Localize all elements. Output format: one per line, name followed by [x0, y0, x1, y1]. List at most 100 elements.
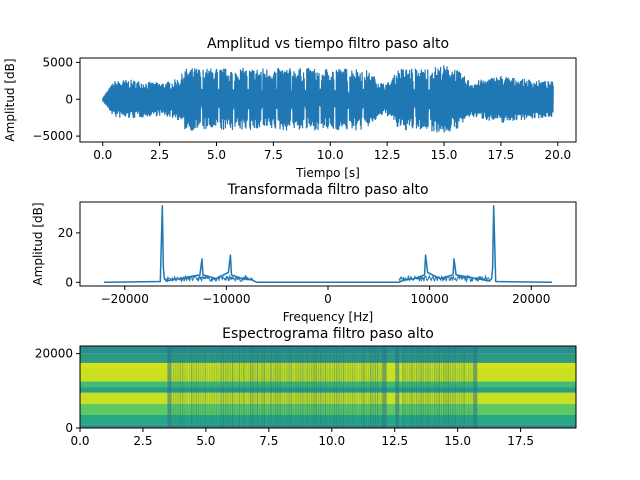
time-plot-ytick-label: 0 — [65, 92, 73, 106]
spectrogram-band — [80, 346, 576, 354]
spectrogram-xtick-label: 10.0 — [318, 434, 345, 448]
spectrogram-band — [80, 368, 576, 382]
spectrogram-transition — [473, 346, 478, 428]
time-plot-ylabel: Amplitud [dB] — [3, 58, 17, 141]
spectrogram-stripe — [354, 346, 356, 428]
spectrogram-stripe — [420, 346, 422, 428]
spectrogram-stripe — [222, 346, 225, 428]
spectrogram-stripe — [209, 346, 211, 428]
spectrogram-plot: Espectrograma filtro paso alto 0.0 2.5 5.0… — [35, 326, 577, 448]
spectrogram-stripe — [265, 346, 268, 428]
spectrogram-stripe — [406, 346, 409, 428]
spectrogram-stripe — [331, 346, 333, 428]
time-series-line — [102, 65, 554, 133]
time-plot-ytick-label: 5000 — [42, 55, 73, 69]
spectrogram-image — [80, 346, 576, 428]
spectrogram-band — [80, 424, 576, 428]
fft-plot-title: Transformada filtro paso alto — [226, 182, 428, 198]
spectrogram-stripe — [279, 346, 281, 428]
spectrogram-stripe — [372, 346, 374, 428]
spectrogram-stripe — [445, 346, 447, 428]
spectrogram-stripe — [436, 346, 438, 428]
time-plot-xtick-label: 15.0 — [431, 148, 458, 162]
spectrogram-stripe — [374, 346, 376, 428]
fft-plot-ytick-label: 20 — [58, 226, 73, 240]
time-plot-ytick-label: −5000 — [32, 129, 73, 143]
time-plot-frame — [79, 57, 577, 143]
spectrogram-stripe — [336, 346, 338, 428]
spectrogram-stripe — [329, 346, 331, 428]
spectrogram-stripe — [347, 346, 349, 428]
spectrogram-stripe — [172, 346, 175, 428]
spectrogram-stripe — [259, 346, 261, 428]
spectrogram-stripe — [231, 346, 234, 428]
spectrogram-frame — [79, 345, 577, 429]
spectrogram-stripe — [363, 346, 365, 428]
spectrogram-stripe — [351, 346, 354, 428]
fft-plot-frame — [79, 201, 577, 287]
spectrogram-stripe — [175, 346, 177, 428]
spectrogram-xtick-label: 15.0 — [444, 434, 471, 448]
spectrogram-stripe — [206, 346, 209, 428]
spectrogram-stripe — [413, 346, 416, 428]
spectrogram-stripe — [340, 346, 342, 428]
spectrogram-stripe — [411, 346, 413, 428]
spectrogram-stripe — [188, 346, 191, 428]
spectrogram-stripe — [345, 346, 347, 428]
time-plot-xtick-label: 20.0 — [544, 148, 571, 162]
spectrogram-stripe — [452, 346, 454, 428]
spectrogram-stripe — [376, 346, 379, 428]
spectrogram-stripe — [381, 346, 383, 428]
spectrogram-stripe — [463, 346, 465, 428]
fft-plot-xtick-label: 20000 — [512, 292, 550, 306]
spectrogram-stripe — [200, 346, 202, 428]
spectrogram-stripe — [293, 346, 295, 428]
spectrogram-xtick-label: 17.5 — [507, 434, 534, 448]
fft-plot-ylabel: Amplitud [dB] — [31, 202, 45, 285]
fft-plot-ytick-label: 0 — [65, 275, 73, 289]
spectrogram-stripe — [402, 346, 404, 428]
spectrogram-stripe — [211, 346, 213, 428]
spectrogram-stripe — [277, 346, 279, 428]
spectrogram-stripe — [338, 346, 340, 428]
spectrogram-stripe — [299, 346, 302, 428]
fft-plot-xticks: −20000 −10000 0 10000 20000 — [101, 286, 550, 306]
spectrogram-stripe — [177, 346, 179, 428]
spectrogram-stripe — [422, 346, 425, 428]
spectrogram-stripe — [243, 346, 245, 428]
spectrogram-band — [80, 353, 576, 363]
spectrogram-stripe — [193, 346, 195, 428]
spectrogram-stripe — [295, 346, 297, 428]
spectrogram-stripe — [311, 346, 313, 428]
spectrogram-stripe — [240, 346, 243, 428]
spectrogram-stripe — [409, 346, 411, 428]
spectrogram-stripe — [238, 346, 241, 428]
spectrogram-plot-title: Espectrograma filtro paso alto — [222, 326, 434, 342]
spectrogram-stripe — [184, 346, 186, 428]
spectrogram-stripe — [286, 346, 288, 428]
time-plot-xticks: 0.0 2.5 5.0 7.5 10.0 12.5 15.0 17.5 20.0 — [93, 142, 571, 162]
spectrogram-band — [80, 403, 576, 415]
spectrogram-ytick-label: 20000 — [35, 347, 73, 361]
fft-plot-xtick-label: −20000 — [101, 292, 149, 306]
spectrogram-stripe — [297, 346, 299, 428]
fft-noise-line — [164, 274, 254, 283]
spectrogram-stripe — [249, 346, 252, 428]
spectrogram-stripe — [274, 346, 277, 428]
spectrogram-transition — [395, 346, 400, 428]
spectrogram-stripe — [324, 346, 327, 428]
fft-plot-xtick-label: 0 — [324, 292, 332, 306]
spectrogram-stripe — [418, 346, 420, 428]
spectrogram-stripe — [443, 346, 445, 428]
spectrogram-stripe — [227, 346, 229, 428]
spectrogram-stripe — [302, 346, 304, 428]
spectrogram-stripe — [454, 346, 456, 428]
spectrogram-stripe — [245, 346, 247, 428]
spectrogram-stripe — [333, 346, 336, 428]
spectrogram-stripe — [465, 346, 468, 428]
spectrogram-stripe — [427, 346, 429, 428]
spectrogram-stripe — [215, 346, 218, 428]
fft-plot-xtick-label: 10000 — [411, 292, 449, 306]
spectrogram-stripe — [317, 346, 320, 428]
